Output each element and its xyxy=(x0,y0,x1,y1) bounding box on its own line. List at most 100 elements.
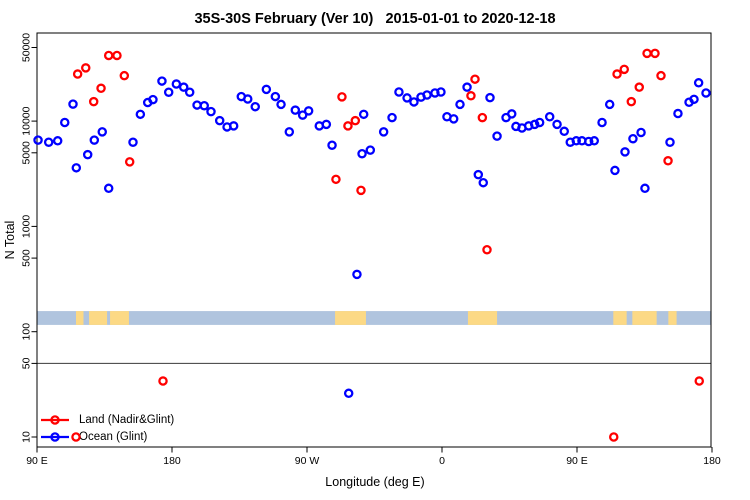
data-point-ocean xyxy=(250,101,260,112)
data-point-ocean xyxy=(448,114,459,124)
data-point-ocean xyxy=(478,177,488,188)
data-point-ocean xyxy=(206,106,216,117)
data-point-ocean xyxy=(276,99,286,110)
y-tick-label: 1000 xyxy=(21,215,33,239)
x-tick-label: 90 W xyxy=(295,455,320,467)
data-point-ocean xyxy=(343,388,354,399)
x-tick-label: 90 E xyxy=(26,455,48,467)
data-point-ocean xyxy=(128,137,138,147)
data-point-ocean xyxy=(552,119,562,130)
data-point-ocean xyxy=(33,135,43,145)
data-point-ocean xyxy=(52,136,63,146)
data-point-ocean xyxy=(610,165,620,176)
data-point-ocean xyxy=(358,109,369,120)
data-point-land xyxy=(650,48,660,59)
data-point-ocean xyxy=(270,91,281,102)
data-point-land xyxy=(350,115,361,126)
data-point-ocean xyxy=(163,87,174,97)
data-point-ocean xyxy=(321,119,332,130)
data-point-ocean xyxy=(409,97,419,107)
data-point-ocean xyxy=(284,127,295,137)
data-point-ocean xyxy=(148,94,158,105)
legend: Land (Nadir&Glint) Ocean (Glint) xyxy=(40,412,174,445)
data-point-land xyxy=(612,69,622,79)
data-point-land xyxy=(663,156,673,166)
x-tick-label: 0 xyxy=(439,455,445,467)
map-strip-land xyxy=(668,311,677,325)
data-point-ocean xyxy=(529,119,540,130)
data-point-ocean xyxy=(544,111,555,122)
data-point-land xyxy=(72,69,83,79)
data-point-ocean xyxy=(689,94,699,105)
data-point-ocean xyxy=(290,105,301,115)
data-point-ocean xyxy=(387,112,397,123)
data-point-land xyxy=(694,376,705,386)
data-point-ocean xyxy=(171,79,182,89)
data-point-ocean xyxy=(103,183,114,194)
data-point-ocean xyxy=(620,147,630,157)
y-tick-label: 500 xyxy=(21,249,33,267)
data-point-land xyxy=(356,185,366,196)
data-point-land xyxy=(343,121,353,131)
data-point-ocean xyxy=(597,117,607,128)
data-point-land xyxy=(88,96,99,107)
data-point-ocean xyxy=(261,84,272,95)
data-point-land xyxy=(470,74,480,84)
data-point-ocean xyxy=(68,99,78,109)
data-point-ocean xyxy=(492,131,502,141)
data-point-ocean xyxy=(473,169,484,180)
data-point-ocean xyxy=(693,78,704,88)
map-strip-land xyxy=(613,311,627,325)
data-point-ocean xyxy=(394,87,404,97)
data-point-ocean xyxy=(455,99,465,110)
data-point-land xyxy=(96,83,106,94)
y-tick-label: 50 xyxy=(21,357,33,369)
data-point-ocean xyxy=(327,140,337,150)
data-point-ocean xyxy=(365,145,376,155)
map-strip-land xyxy=(335,311,366,325)
data-point-ocean xyxy=(571,136,582,146)
y-tick-label: 50000 xyxy=(21,33,33,62)
y-tick-label: 10 xyxy=(21,431,33,443)
data-point-ocean xyxy=(640,183,650,194)
data-point-ocean xyxy=(701,88,711,98)
data-point-land xyxy=(119,70,130,81)
data-point-land xyxy=(482,245,492,255)
x-tick-label: 180 xyxy=(163,455,181,467)
data-point-ocean xyxy=(665,137,675,147)
data-point-ocean xyxy=(485,92,495,103)
map-strip-land xyxy=(110,311,129,325)
data-point-ocean xyxy=(402,93,412,103)
data-point-ocean xyxy=(228,121,239,131)
data-point-ocean xyxy=(589,136,600,146)
data-point-land xyxy=(124,157,135,167)
data-point-land xyxy=(112,50,122,61)
data-point-ocean xyxy=(199,100,209,111)
legend-item-land: Land (Nadir&Glint) xyxy=(40,412,174,429)
land-series-symbol xyxy=(41,415,69,425)
data-point-ocean xyxy=(178,82,189,92)
data-point-ocean xyxy=(135,109,146,120)
data-point-ocean xyxy=(214,115,225,126)
data-point-ocean xyxy=(422,90,432,100)
data-point-ocean xyxy=(82,149,93,160)
data-point-ocean xyxy=(303,106,314,116)
data-point-land xyxy=(158,376,168,386)
x-axis-label: Longitude (deg E) xyxy=(325,475,425,489)
data-point-ocean xyxy=(184,87,195,97)
data-point-ocean xyxy=(43,137,54,147)
data-point-land xyxy=(642,48,652,59)
y-tick-label: 100 xyxy=(21,323,33,341)
data-point-ocean xyxy=(352,269,362,280)
data-point-ocean xyxy=(673,108,683,119)
data-point-ocean xyxy=(462,82,472,92)
data-point-land xyxy=(331,174,341,185)
data-point-ocean xyxy=(60,117,70,128)
data-point-ocean xyxy=(378,127,389,137)
map-strip-ocean xyxy=(37,311,711,325)
map-strip-land xyxy=(89,311,108,325)
map-strip-land xyxy=(632,311,657,325)
data-point-ocean xyxy=(357,148,367,159)
